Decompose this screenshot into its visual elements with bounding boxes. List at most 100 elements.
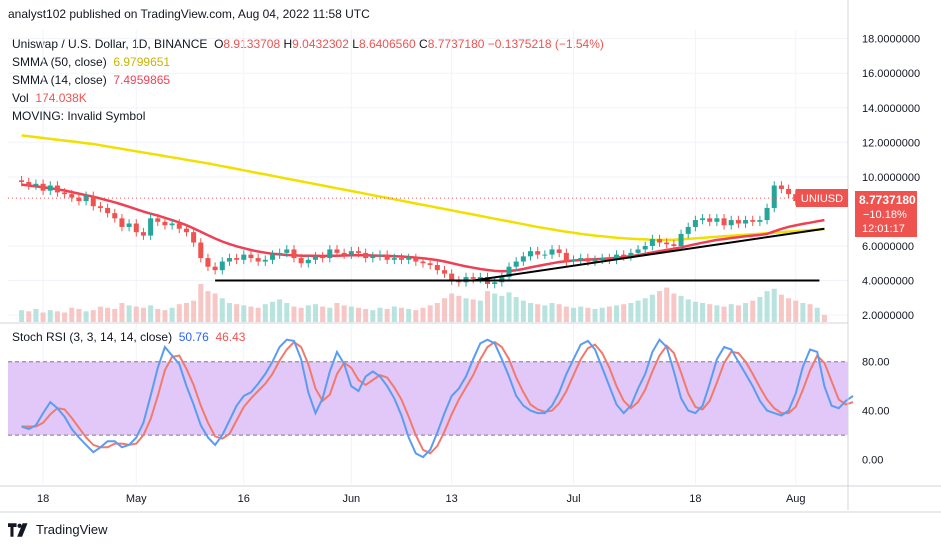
volume-bar-67	[499, 295, 505, 322]
axes: 2.0000000 4.0000000 6.0000000 10.0000000 12.…	[0, 0, 941, 513]
volume-bar-53	[398, 307, 405, 322]
candle-body-83	[614, 254, 620, 260]
candle-body-78	[578, 258, 584, 260]
volume-bar-72	[535, 304, 541, 322]
candle-body-49	[370, 256, 376, 259]
volume-bar-28	[219, 298, 225, 322]
candle-body-63	[470, 277, 476, 279]
candle-body-14	[119, 218, 125, 227]
candle-body-55	[413, 258, 419, 262]
candle-body-3	[40, 183, 46, 191]
volume-bar-108	[793, 300, 799, 322]
stoch-k-line	[21, 338, 854, 459]
volume-bar-11	[97, 306, 103, 322]
candle-body-90	[664, 242, 670, 245]
volume-bar-18	[148, 305, 154, 322]
price-tick-label-0: 2.0000000	[862, 310, 914, 322]
volume-bar-29	[226, 303, 232, 322]
volume-bar-91	[671, 293, 677, 322]
volume-bar-23	[183, 303, 189, 322]
volume-bar-74	[549, 303, 555, 322]
volume-bar-9	[83, 311, 89, 322]
candle-body-37	[284, 249, 290, 253]
candle-body-69	[513, 261, 519, 267]
volume-bar-27	[212, 293, 218, 322]
candle-body-40	[305, 259, 311, 264]
candle-body-82	[606, 258, 612, 260]
volume-bar-81	[599, 307, 605, 322]
volume-bar-12	[105, 307, 111, 322]
candle-body-11	[97, 206, 103, 208]
moving-row: MOVING: Invalid Symbol	[12, 107, 604, 125]
candle-body-30	[234, 258, 240, 260]
volume-bar-37	[284, 303, 290, 322]
volume-bar-45	[341, 305, 347, 322]
price-badge-countdown: 12:01:17	[862, 223, 905, 235]
candle-body-31	[241, 254, 247, 260]
volume-bar-40	[305, 305, 311, 322]
volume-bar-105	[771, 288, 777, 322]
candle-body-41	[312, 256, 318, 260]
volume-bar-10	[90, 310, 96, 322]
volume-bar-4	[47, 310, 53, 322]
candle-body-25	[198, 242, 204, 259]
candle-body-28	[219, 261, 225, 271]
candle-body-57	[427, 263, 433, 265]
volume-bars	[19, 284, 827, 322]
candle-body-7	[69, 194, 75, 198]
candle-body-59	[441, 270, 448, 274]
volume-bar-52	[391, 306, 397, 322]
volume-bar-54	[406, 308, 412, 322]
volume-bar-111	[814, 307, 820, 322]
price-tick-label-1: 4.0000000	[862, 276, 914, 288]
volume-bar-16	[133, 306, 139, 322]
change-value: −0.1375218 (−1.54%)	[487, 37, 604, 51]
candle-body-9	[83, 195, 89, 202]
vol-value: 174.038K	[35, 91, 87, 105]
price-tick-label-6: 16.0000000	[862, 68, 920, 80]
sma50-layer	[21, 134, 825, 242]
volume-bar-0	[19, 310, 25, 322]
volume-bar-42	[320, 306, 326, 322]
candle-body-27	[212, 266, 218, 271]
close-label: C	[419, 37, 428, 51]
volume-bar-103	[757, 297, 763, 322]
vol-row: Vol 174.038K	[12, 89, 604, 107]
sma14-label: SMMA (14, close)	[12, 73, 107, 87]
stoch-tick-label-1: 40.00	[862, 406, 890, 418]
low-value: 8.6406560	[358, 37, 416, 51]
volume-bar-56	[420, 307, 426, 322]
candle-body-12	[105, 207, 111, 214]
candle-body-72	[535, 251, 541, 255]
sma50-row: SMMA (50, close) 6.9799651	[12, 53, 604, 71]
volume-bar-2	[33, 308, 39, 322]
volume-bar-86	[635, 300, 641, 322]
candle-body-81	[599, 258, 605, 260]
moving-label: MOVING: Invalid Symbol	[12, 109, 146, 123]
candle-body-105	[771, 185, 777, 208]
stoch-tick-label-0: 0.00	[862, 455, 883, 467]
volume-bar-55	[413, 310, 419, 322]
tradingview-logo-icon	[8, 522, 28, 537]
candle-body-51	[384, 254, 390, 260]
volume-bar-6	[62, 312, 68, 322]
volume-bar-65	[485, 291, 491, 322]
volume-bar-35	[269, 301, 275, 322]
candle-body-15	[126, 223, 132, 227]
publisher-line: analyst102 published on TradingView.com,…	[8, 7, 370, 21]
price-badge: UNIUSD 8.7737180 −10.18% 12:01:17	[796, 189, 917, 237]
footer-brand[interactable]: TradingView	[8, 522, 108, 537]
candle-body-26	[205, 258, 211, 267]
volume-bar-92	[678, 295, 684, 322]
candle-body-106	[778, 185, 784, 189]
volume-bar-71	[528, 303, 534, 322]
candle-body-10	[90, 195, 96, 207]
volume-bar-50	[377, 307, 383, 322]
volume-bar-107	[786, 298, 792, 322]
candle-body-53	[398, 258, 405, 260]
volume-bar-90	[664, 287, 670, 322]
candles	[19, 176, 827, 289]
volume-bar-68	[506, 292, 512, 322]
candle-body-39	[298, 258, 304, 264]
